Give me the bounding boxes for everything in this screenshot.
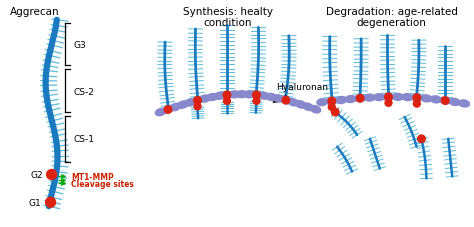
Ellipse shape — [303, 104, 313, 111]
Ellipse shape — [192, 97, 203, 104]
Circle shape — [46, 170, 56, 180]
Circle shape — [385, 100, 392, 107]
Ellipse shape — [355, 95, 365, 102]
Ellipse shape — [310, 106, 320, 114]
Circle shape — [253, 92, 260, 99]
Ellipse shape — [374, 94, 384, 101]
Circle shape — [224, 98, 230, 105]
Circle shape — [356, 95, 364, 103]
Ellipse shape — [207, 94, 218, 101]
Ellipse shape — [345, 96, 356, 103]
Circle shape — [418, 136, 425, 143]
Text: CS-2: CS-2 — [73, 87, 94, 96]
Ellipse shape — [185, 99, 195, 106]
Ellipse shape — [288, 99, 299, 106]
Circle shape — [413, 101, 420, 108]
Ellipse shape — [155, 109, 166, 116]
Ellipse shape — [411, 95, 422, 102]
Ellipse shape — [336, 97, 346, 104]
Ellipse shape — [459, 101, 470, 108]
Ellipse shape — [258, 93, 269, 100]
Circle shape — [194, 97, 201, 105]
Ellipse shape — [430, 96, 441, 104]
Circle shape — [253, 98, 260, 105]
Ellipse shape — [449, 99, 460, 106]
Text: CS-1: CS-1 — [73, 135, 94, 144]
Ellipse shape — [421, 96, 432, 102]
Text: G1: G1 — [29, 198, 42, 207]
Circle shape — [194, 103, 201, 110]
Circle shape — [331, 109, 339, 116]
Ellipse shape — [221, 92, 232, 99]
Ellipse shape — [273, 95, 284, 103]
Ellipse shape — [200, 96, 210, 103]
Ellipse shape — [229, 91, 240, 98]
Text: Aggrecan: Aggrecan — [10, 7, 60, 17]
Ellipse shape — [251, 92, 262, 99]
Ellipse shape — [281, 97, 291, 104]
Ellipse shape — [170, 104, 181, 111]
Circle shape — [328, 98, 336, 105]
Text: Hyaluronan: Hyaluronan — [273, 83, 328, 103]
Circle shape — [413, 94, 420, 102]
Circle shape — [282, 97, 290, 104]
Ellipse shape — [392, 94, 403, 101]
Ellipse shape — [163, 106, 173, 114]
Circle shape — [385, 94, 392, 101]
Ellipse shape — [364, 95, 375, 102]
Ellipse shape — [402, 94, 413, 101]
Ellipse shape — [295, 101, 306, 109]
Circle shape — [164, 106, 172, 114]
Circle shape — [328, 104, 335, 111]
Ellipse shape — [177, 101, 188, 109]
Text: G2: G2 — [30, 170, 43, 179]
Ellipse shape — [244, 91, 255, 98]
Ellipse shape — [266, 94, 276, 101]
Ellipse shape — [383, 94, 394, 101]
Ellipse shape — [326, 98, 337, 105]
Text: Degradation: age-related
degeneration: Degradation: age-related degeneration — [326, 7, 458, 28]
Ellipse shape — [214, 93, 225, 100]
Ellipse shape — [317, 99, 328, 106]
Ellipse shape — [440, 98, 451, 105]
Circle shape — [223, 92, 231, 99]
Circle shape — [441, 97, 449, 105]
Ellipse shape — [236, 91, 247, 98]
Text: Cleavage sites: Cleavage sites — [72, 179, 134, 188]
Circle shape — [46, 197, 55, 207]
Text: G3: G3 — [73, 41, 86, 50]
Text: MT1-MMP: MT1-MMP — [72, 172, 114, 181]
Text: Synthesis: healty
condition: Synthesis: healty condition — [183, 7, 273, 28]
